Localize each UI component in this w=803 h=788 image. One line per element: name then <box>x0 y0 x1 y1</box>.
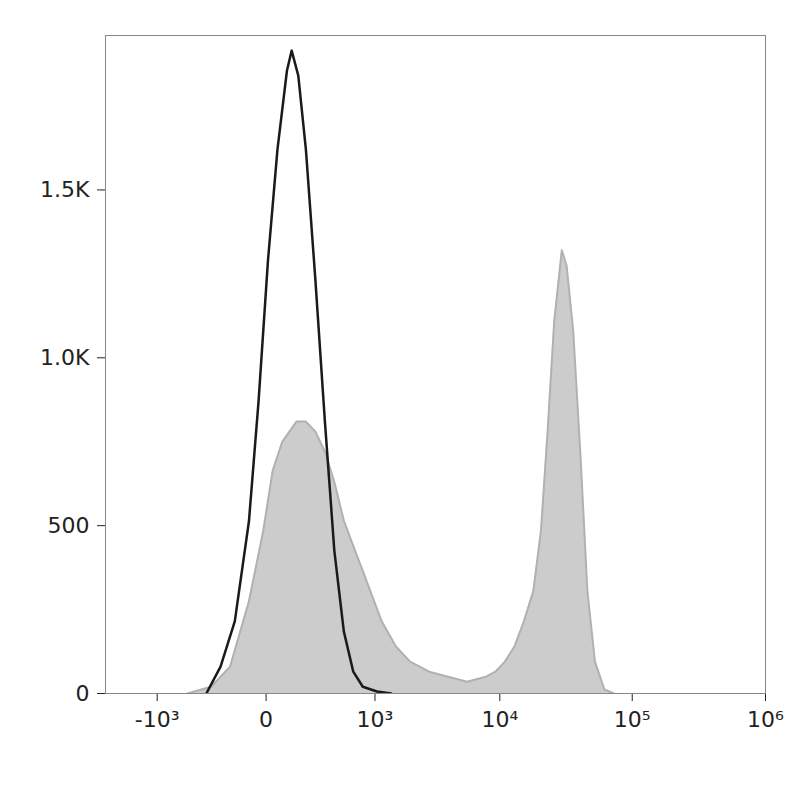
svg-text:-10³: -10³ <box>135 707 180 732</box>
svg-text:10⁶: 10⁶ <box>747 707 784 732</box>
svg-text:500: 500 <box>48 513 90 538</box>
svg-text:10⁵: 10⁵ <box>614 707 651 732</box>
svg-text:1.0K: 1.0K <box>40 345 90 370</box>
svg-text:10⁴: 10⁴ <box>481 707 518 732</box>
svg-text:0: 0 <box>76 681 90 706</box>
svg-text:10³: 10³ <box>357 707 394 732</box>
svg-text:1.5K: 1.5K <box>40 177 90 202</box>
svg-text:0: 0 <box>259 707 273 732</box>
